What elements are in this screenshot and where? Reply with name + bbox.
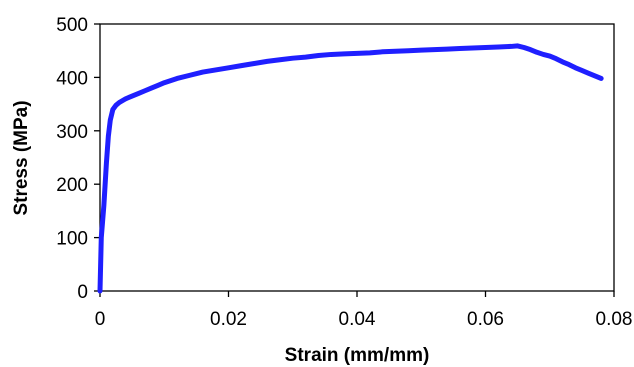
x-tick-label: 0 — [95, 309, 106, 330]
x-axis-title: Strain (mm/mm) — [285, 345, 430, 366]
y-axis-title: Stress (MPa) — [11, 100, 32, 215]
y-tick-label: 500 — [56, 15, 88, 36]
x-tick-label: 0.08 — [596, 309, 633, 330]
y-tick-label: 400 — [56, 68, 88, 89]
y-tick-label: 300 — [56, 122, 88, 143]
x-tick-label: 0.02 — [210, 309, 247, 330]
x-tick-label: 0.04 — [339, 309, 376, 330]
x-tick-label: 0.06 — [467, 309, 504, 330]
y-tick-label: 200 — [56, 175, 88, 196]
axis-ticks — [94, 23, 615, 297]
y-tick-label: 0 — [77, 282, 88, 303]
tick-labels: 0 100 200 300 400 500 0 0.02 0.04 0.06 0.08 — [56, 15, 632, 330]
series-line — [97, 43, 604, 294]
y-tick-label: 100 — [56, 229, 88, 250]
series-layer — [97, 43, 604, 294]
plot-frame — [99, 23, 615, 292]
